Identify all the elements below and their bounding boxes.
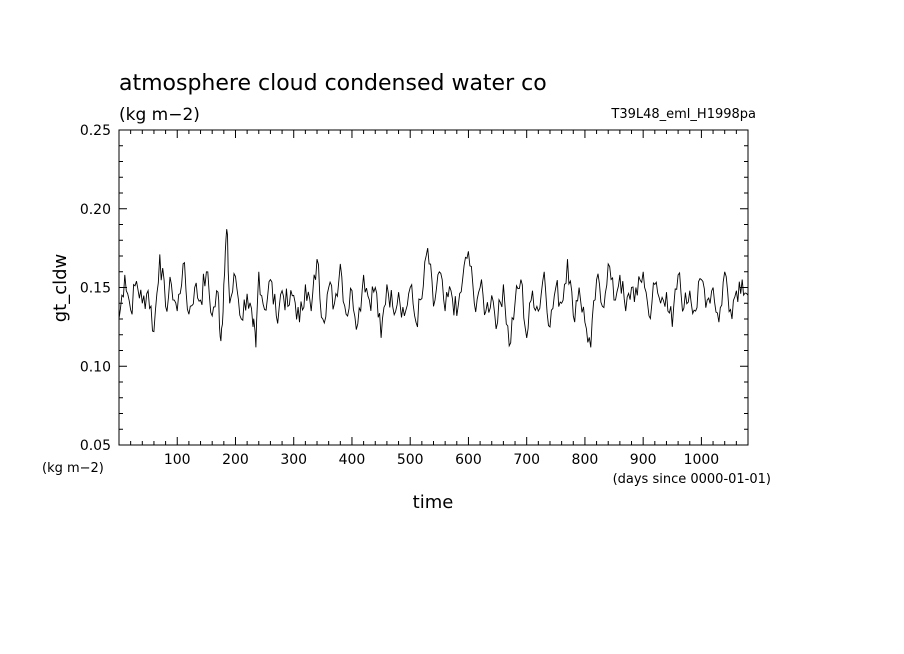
x-axis-ticks: 100 200 300 400 500 600 700 800 900 1000 bbox=[164, 130, 719, 468]
x-tick-label: 200 bbox=[222, 452, 249, 468]
x-tick-label: 1000 bbox=[684, 452, 720, 468]
series-group bbox=[118, 229, 749, 348]
y-tick-label: 0.05 bbox=[80, 438, 111, 454]
x-tick-label: 400 bbox=[339, 452, 366, 468]
x-axis-label: time bbox=[413, 492, 454, 513]
x-tick-label: 500 bbox=[397, 452, 424, 468]
x-tick-label: 300 bbox=[280, 452, 307, 468]
y-tick-label: 0.25 bbox=[80, 123, 111, 139]
x-tick-label: 600 bbox=[455, 452, 482, 468]
series-line bbox=[118, 229, 749, 348]
y-axis-label: gt_cldw bbox=[50, 254, 71, 323]
chart-units: (kg m−2) bbox=[119, 105, 200, 125]
x-axis-units: (days since 0000-01-01) bbox=[613, 472, 771, 487]
y-tick-label: 0.15 bbox=[80, 281, 111, 297]
chart-title: atmosphere cloud condensed water co bbox=[119, 71, 547, 96]
run-label: T39L48_eml_H1998pa bbox=[610, 107, 756, 122]
y-tick-label: 0.10 bbox=[80, 359, 111, 375]
y-axis-units-corner: (kg m−2) bbox=[42, 461, 104, 476]
y-tick-label: 0.20 bbox=[80, 202, 111, 218]
plot-frame bbox=[118, 129, 749, 446]
minor-ticks bbox=[119, 130, 748, 445]
x-tick-label: 700 bbox=[513, 452, 540, 468]
x-tick-label: 100 bbox=[164, 452, 191, 468]
x-tick-label: 900 bbox=[630, 452, 657, 468]
x-tick-label: 800 bbox=[572, 452, 599, 468]
y-axis-ticks: 0.05 0.10 0.15 0.20 0.25 bbox=[80, 123, 748, 454]
